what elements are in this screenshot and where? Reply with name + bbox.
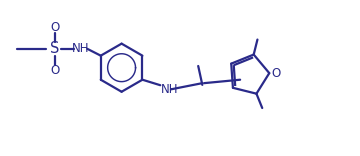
Text: O: O bbox=[50, 64, 59, 77]
Text: NH: NH bbox=[72, 42, 89, 55]
Text: NH: NH bbox=[161, 83, 179, 96]
Text: O: O bbox=[50, 21, 59, 34]
Text: O: O bbox=[271, 67, 280, 80]
Text: S: S bbox=[50, 41, 59, 56]
